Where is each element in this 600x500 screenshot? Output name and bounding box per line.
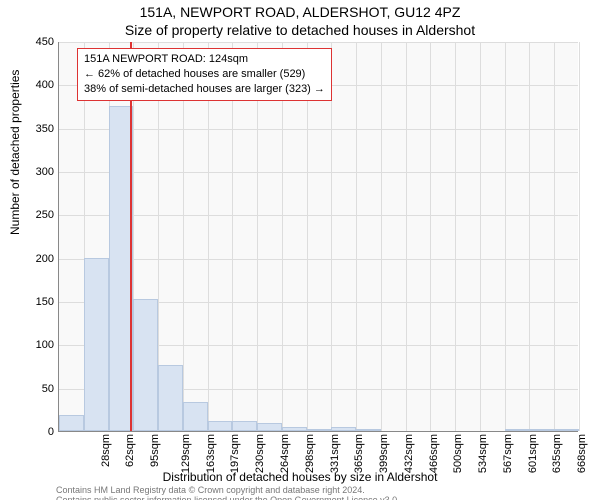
histogram-bar bbox=[554, 429, 579, 431]
plot-area: 151A NEWPORT ROAD: 124sqm← 62% of detach… bbox=[58, 42, 578, 432]
gridline-h bbox=[59, 215, 578, 216]
gridline-v bbox=[381, 42, 382, 431]
gridline-h bbox=[59, 172, 578, 173]
x-tick-label: 62sqm bbox=[124, 434, 136, 467]
annotation-line-1: 151A NEWPORT ROAD: 124sqm bbox=[84, 52, 325, 67]
gridline-v bbox=[579, 42, 580, 431]
x-tick-label: 298sqm bbox=[304, 434, 316, 473]
histogram-bar bbox=[208, 421, 233, 431]
title-line-1: 151A, NEWPORT ROAD, ALDERSHOT, GU12 4PZ bbox=[0, 4, 600, 20]
y-tick-label: 350 bbox=[14, 123, 54, 135]
x-tick-label: 601sqm bbox=[527, 434, 539, 473]
x-tick-label: 331sqm bbox=[329, 434, 341, 473]
x-tick-label: 534sqm bbox=[477, 434, 489, 473]
x-tick-label: 399sqm bbox=[378, 434, 390, 473]
gridline-v bbox=[480, 42, 481, 431]
gridline-v bbox=[406, 42, 407, 431]
y-tick-label: 200 bbox=[14, 253, 54, 265]
annotation-box: 151A NEWPORT ROAD: 124sqm← 62% of detach… bbox=[77, 48, 332, 101]
gridline-v bbox=[455, 42, 456, 431]
histogram-bar bbox=[232, 421, 257, 431]
gridline-h bbox=[59, 259, 578, 260]
x-tick-label: 635sqm bbox=[552, 434, 564, 473]
histogram-bar bbox=[307, 429, 332, 431]
histogram-bar bbox=[257, 423, 282, 431]
histogram-bar bbox=[84, 258, 109, 431]
gridline-h bbox=[59, 129, 578, 130]
annotation-line-3: 38% of semi-detached houses are larger (… bbox=[84, 82, 325, 97]
title-line-2: Size of property relative to detached ho… bbox=[0, 22, 600, 38]
annotation-line-2: ← 62% of detached houses are smaller (52… bbox=[84, 67, 325, 82]
gridline-h bbox=[59, 42, 578, 43]
attribution-line-2: Contains public sector information licen… bbox=[56, 496, 400, 500]
histogram-bar bbox=[59, 415, 84, 431]
y-tick-label: 100 bbox=[14, 339, 54, 351]
attribution: Contains HM Land Registry data © Crown c… bbox=[56, 486, 400, 500]
histogram-bar bbox=[529, 429, 554, 431]
y-tick-label: 450 bbox=[14, 36, 54, 48]
x-axis-label: Distribution of detached houses by size … bbox=[0, 470, 600, 484]
x-tick-label: 264sqm bbox=[279, 434, 291, 473]
histogram-bar bbox=[356, 429, 381, 431]
gridline-v bbox=[554, 42, 555, 431]
x-tick-label: 230sqm bbox=[254, 434, 266, 473]
x-tick-label: 28sqm bbox=[100, 434, 112, 467]
gridline-v bbox=[356, 42, 357, 431]
y-tick-label: 300 bbox=[14, 166, 54, 178]
gridline-v bbox=[529, 42, 530, 431]
y-tick-label: 150 bbox=[14, 296, 54, 308]
x-tick-label: 500sqm bbox=[452, 434, 464, 473]
x-tick-label: 163sqm bbox=[205, 434, 217, 473]
y-tick-label: 50 bbox=[14, 383, 54, 395]
histogram-bar bbox=[282, 427, 307, 431]
gridline-v bbox=[430, 42, 431, 431]
x-tick-label: 466sqm bbox=[428, 434, 440, 473]
y-tick-label: 400 bbox=[14, 79, 54, 91]
x-tick-label: 197sqm bbox=[230, 434, 242, 473]
x-tick-label: 567sqm bbox=[502, 434, 514, 473]
histogram-bar bbox=[505, 429, 530, 431]
x-tick-label: 365sqm bbox=[353, 434, 365, 473]
x-tick-label: 95sqm bbox=[149, 434, 161, 467]
x-tick-label: 668sqm bbox=[576, 434, 588, 473]
y-tick-label: 250 bbox=[14, 209, 54, 221]
x-tick-label: 432sqm bbox=[403, 434, 415, 473]
chart-container: 151A, NEWPORT ROAD, ALDERSHOT, GU12 4PZ … bbox=[0, 0, 600, 500]
histogram-bar bbox=[331, 427, 356, 431]
x-tick-label: 129sqm bbox=[180, 434, 192, 473]
y-tick-label: 0 bbox=[14, 426, 54, 438]
gridline-v bbox=[505, 42, 506, 431]
histogram-bar bbox=[158, 365, 183, 431]
histogram-bar bbox=[183, 402, 208, 431]
x-tick-labels: 28sqm 62sqm 95sqm 129sqm 163sqm 197sqm 230sqm 2… bbox=[58, 434, 578, 470]
histogram-bar bbox=[133, 299, 158, 431]
